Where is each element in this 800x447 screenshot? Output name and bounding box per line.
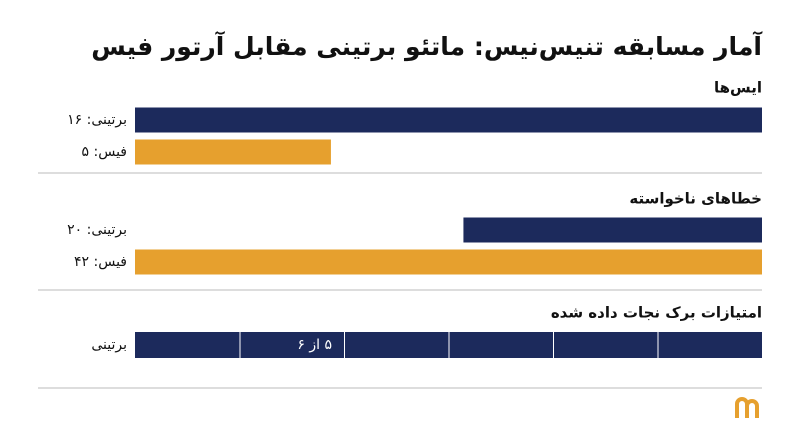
break-segment: [135, 332, 240, 358]
row-label: برتینی: ۲۰: [67, 222, 127, 238]
bar: [135, 249, 762, 275]
row-label: فیس: ۵: [82, 144, 127, 160]
break-segment: [554, 332, 658, 358]
bar: [135, 139, 331, 165]
break-segment: [345, 332, 449, 358]
row-label: فیس: ۴۲: [74, 254, 127, 270]
section-heading: ایس‌ها: [714, 79, 762, 97]
row-label: برتینی: ۱۶: [67, 112, 127, 128]
section-heading: خطاهای ناخواسته: [629, 190, 762, 208]
bar: [135, 107, 762, 133]
break-segment: [658, 332, 762, 358]
break-segment: [240, 332, 344, 358]
value-label: ۵ از ۶: [297, 337, 332, 353]
bar: [463, 217, 762, 243]
break-segment: [449, 332, 553, 358]
row-label: برتینی: [91, 337, 127, 353]
section-heading: امتیازات برک نجات داده شده: [551, 304, 762, 322]
chart-title: آمار مسابقه تنیس‌نیس: ماتئو برتینی مقابل…: [91, 31, 763, 62]
logo: [735, 397, 759, 418]
